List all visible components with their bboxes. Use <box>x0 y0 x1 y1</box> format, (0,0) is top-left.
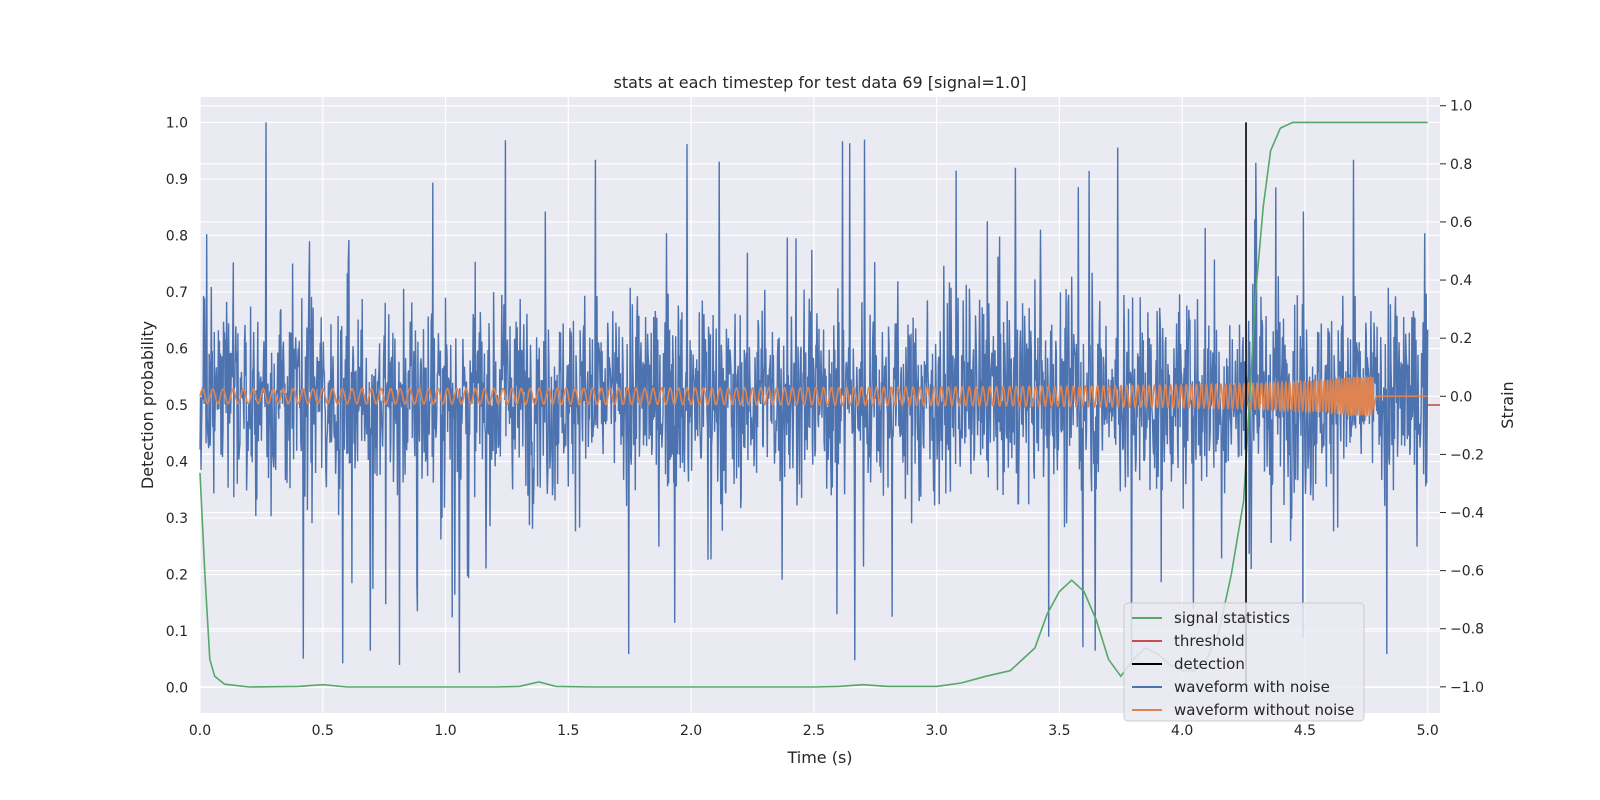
y-tick-label: 0.4 <box>166 455 188 471</box>
y-axis-label: Detection probability <box>138 321 157 489</box>
y-axis-right-label: Strain <box>1498 381 1517 428</box>
y-right-tick-label: 0.2 <box>1450 331 1472 347</box>
y-tick-label: 0.0 <box>166 681 188 697</box>
x-tick-label: 3.0 <box>926 723 948 739</box>
y-axis-right-ticks: −1.0 −0.8 −0.6 −0.4 −0.2 0.0 0.2 0.4 0.6 0.8 1.0 <box>1440 99 1484 696</box>
legend-label-threshold: threshold <box>1174 632 1245 650</box>
y-tick-label: 0.9 <box>166 172 188 188</box>
x-tick-label: 0.0 <box>189 723 211 739</box>
y-tick-label: 0.2 <box>166 568 188 584</box>
x-tick-label: 2.0 <box>680 723 702 739</box>
y-tick-label: 0.8 <box>166 228 188 244</box>
y-tick-label: 0.1 <box>166 624 188 640</box>
y-right-tick-label: 0.6 <box>1450 215 1472 231</box>
legend: signal statistics threshold detection wa… <box>1123 602 1365 722</box>
x-tick-label: 2.5 <box>803 723 825 739</box>
y-right-tick-label: 0.0 <box>1450 389 1472 405</box>
y-right-tick-label: 0.4 <box>1450 273 1472 289</box>
y-right-tick-label: −0.2 <box>1450 447 1484 463</box>
y-right-tick-label: −0.6 <box>1450 564 1484 580</box>
x-tick-label: 5.0 <box>1417 723 1439 739</box>
y-right-tick-label: 1.0 <box>1450 99 1472 115</box>
y-tick-label: 1.0 <box>166 115 188 131</box>
y-tick-label: 0.5 <box>166 398 188 414</box>
y-right-tick-label: −0.4 <box>1450 506 1484 522</box>
x-tick-label: 3.5 <box>1048 723 1070 739</box>
y-tick-label: 0.7 <box>166 285 188 301</box>
legend-label-signal-statistics: signal statistics <box>1174 609 1290 627</box>
legend-label-waveform-without-noise: waveform without noise <box>1174 701 1354 719</box>
x-axis-ticks: 0.0 0.5 1.0 1.5 2.0 2.5 3.0 3.5 4.0 4.5 5.0 <box>189 723 1439 739</box>
y-right-tick-label: −1.0 <box>1450 680 1484 696</box>
x-tick-label: 0.5 <box>312 723 334 739</box>
y-tick-label: 0.6 <box>166 341 188 357</box>
x-tick-label: 4.0 <box>1171 723 1193 739</box>
series-waveform-without-noise <box>199 374 1428 418</box>
x-axis-label: Time (s) <box>786 748 852 767</box>
series-signal-statistics <box>199 121 1428 688</box>
signal-statistics-line <box>199 121 1428 688</box>
x-tick-label: 1.5 <box>557 723 579 739</box>
waveform-without-noise-line <box>199 374 1428 418</box>
x-tick-label: 1.0 <box>434 723 456 739</box>
legend-box <box>1123 602 1365 722</box>
y-tick-label: 0.3 <box>166 511 188 527</box>
chart-title: stats at each timestep for test data 69 … <box>614 73 1027 92</box>
legend-label-waveform-with-noise: waveform with noise <box>1174 678 1330 696</box>
y-axis-left-ticks: 0.0 0.1 0.2 0.3 0.4 0.5 0.6 0.7 0.8 0.9 1.0 <box>166 115 188 696</box>
x-tick-label: 4.5 <box>1294 723 1316 739</box>
legend-label-detection: detection <box>1174 655 1245 673</box>
y-right-tick-label: −0.8 <box>1450 622 1484 638</box>
y-right-tick-label: 0.8 <box>1450 157 1472 173</box>
